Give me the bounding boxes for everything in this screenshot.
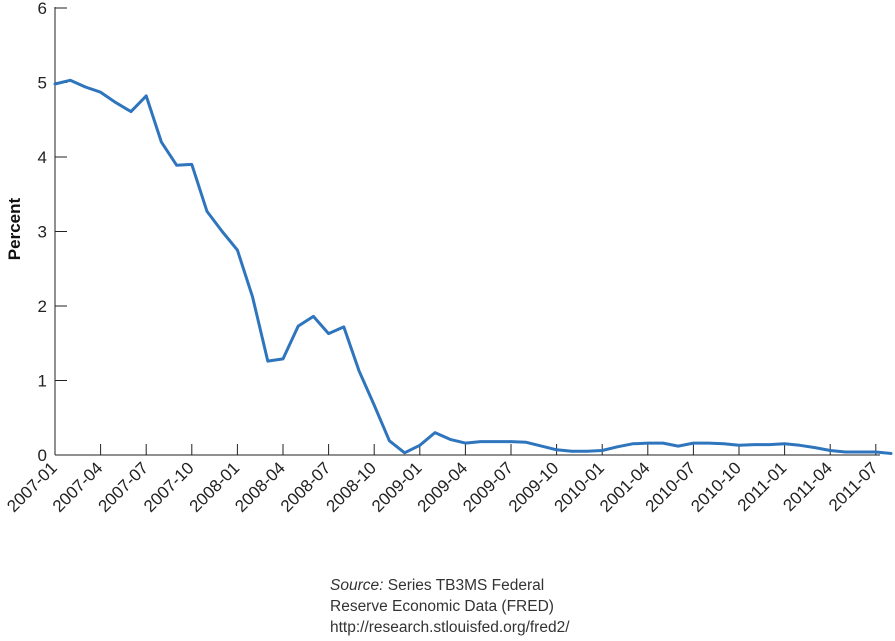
x-tick-label: 2009-01 [368, 458, 426, 516]
x-tick-label: 2009-07 [459, 458, 517, 516]
x-axis: 2007-012007-042007-072007-102008-012008-… [3, 444, 882, 516]
x-tick-label: 2010-01 [550, 458, 608, 516]
x-tick-label: 2008-10 [322, 458, 380, 516]
x-tick-label: 2008-07 [277, 458, 335, 516]
y-tick-label: 6 [38, 0, 47, 18]
x-tick-label: 2007-01 [3, 458, 61, 516]
x-tick-label: 2009-10 [505, 458, 563, 516]
source-label: Source: [330, 577, 384, 594]
x-tick-label: 2011-07 [825, 458, 882, 515]
source-url: http://research.stlouisfed.org/fred2/ [330, 619, 570, 636]
x-tick-label: 2009-04 [414, 458, 472, 516]
y-tick-label: 5 [38, 74, 47, 93]
y-axis: 0 1 2 3 4 5 6 [38, 0, 67, 465]
x-tick-label: 2011-04 [779, 458, 836, 515]
y-tick-label: 4 [38, 148, 47, 167]
y-axis-title: Percent [5, 197, 24, 260]
x-tick-label: 2010-10 [687, 458, 745, 516]
y-tick-label: 0 [38, 446, 47, 465]
x-tick-label: 2010-07 [642, 458, 700, 516]
source-text-2: Reserve Economic Data (FRED) [330, 598, 554, 615]
y-tick-label: 1 [38, 372, 47, 391]
source-line-1: Source: Series TB3MS Federal [330, 575, 730, 596]
series-layer [53, 78, 893, 455]
x-tick-label: 2008-04 [231, 458, 289, 516]
x-tick-label: 2001-04 [596, 458, 654, 516]
series-line [53, 78, 893, 455]
x-tick-label: 2007-07 [94, 458, 152, 516]
x-tick-label: 2011-01 [734, 458, 791, 515]
source-note: Source: Series TB3MS Federal Reserve Eco… [330, 575, 730, 638]
x-tick-label: 2007-10 [140, 458, 198, 516]
x-tick-label: 2007-04 [49, 458, 107, 516]
source-text-1: Series TB3MS Federal [387, 577, 545, 594]
x-tick-label: 2008-01 [186, 458, 244, 516]
y-tick-label: 2 [38, 297, 47, 316]
y-tick-label: 3 [38, 223, 47, 242]
